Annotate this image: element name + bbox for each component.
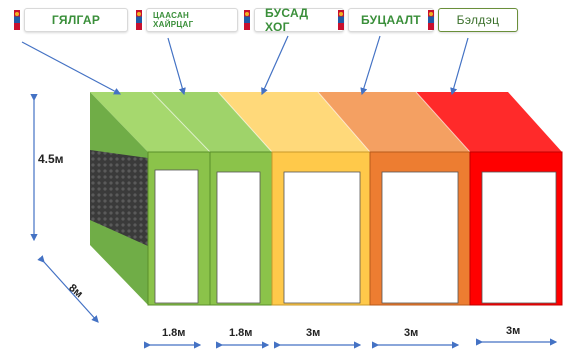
mongolia-flag-icon	[338, 10, 344, 30]
width-label-3: 3м	[306, 327, 321, 339]
depth-dimension-line	[37, 255, 99, 323]
roof-green-2	[152, 92, 272, 152]
roof-orange	[318, 92, 470, 152]
tag-other-waste-label: БУСАД ХОГ	[254, 6, 344, 34]
width-label-4: 3м	[404, 327, 419, 339]
mongolia-flag-icon	[14, 10, 20, 30]
mesh-panel	[90, 150, 148, 246]
opening-3	[283, 171, 361, 304]
tag-cardboard: ЦААСАН ХАЙРЦАГ	[136, 8, 238, 32]
width-label-5: 3м	[506, 325, 521, 337]
pointer-arrow	[167, 37, 186, 96]
pointer-arrow	[450, 37, 469, 96]
tag-return: БУЦААЛТ	[338, 8, 434, 32]
tag-parts: Бэлдэц	[428, 8, 518, 32]
mongolia-flag-icon	[244, 10, 250, 30]
tag-glass-label: ГЯЛГАР	[24, 8, 128, 32]
opening-4	[381, 171, 459, 304]
opening-5	[481, 171, 557, 304]
tag-glass: ГЯЛГАР	[14, 8, 128, 32]
roof-yellow	[218, 92, 370, 152]
tag-cardboard-label: ЦААСАН ХАЙРЦАГ	[146, 8, 238, 32]
tag-return-label: БУЦААЛТ	[348, 8, 434, 32]
roof-red	[416, 92, 562, 152]
mongolia-flag-icon	[428, 10, 434, 30]
roof-green-1	[90, 92, 210, 152]
width-label-2: 1.8м	[229, 327, 253, 339]
opening-2	[216, 171, 261, 304]
height-label: 4.5м	[38, 152, 64, 166]
tag-other-waste: БУСАД ХОГ	[244, 6, 344, 34]
opening-1	[154, 169, 199, 304]
pointer-arrow	[360, 35, 381, 96]
mongolia-flag-icon	[136, 10, 142, 30]
pointer-arrow	[21, 41, 122, 95]
width-label-1: 1.8м	[162, 327, 186, 339]
pointer-arrow	[261, 35, 289, 96]
tag-parts-label: Бэлдэц	[438, 8, 518, 32]
